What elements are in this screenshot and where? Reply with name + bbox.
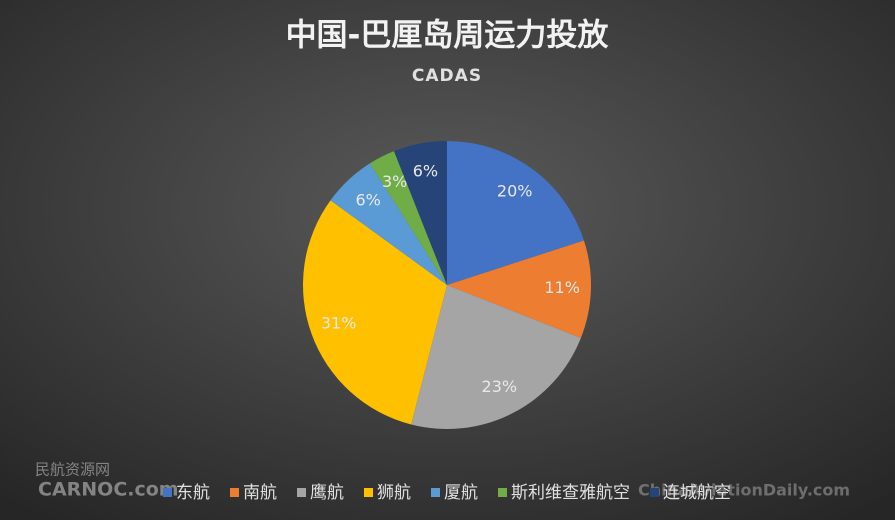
data-label: 11% xyxy=(544,278,580,297)
legend-swatch xyxy=(431,488,440,497)
watermark: 民航资源网 xyxy=(35,461,110,479)
legend-swatch xyxy=(297,488,306,497)
data-label: 20% xyxy=(497,181,533,200)
legend-swatch xyxy=(230,488,239,497)
chart-subtitle: CADAS xyxy=(412,66,482,86)
legend-swatch xyxy=(163,488,172,497)
legend-swatch xyxy=(650,488,659,497)
legend-label: 鹰航 xyxy=(310,483,344,503)
pie-slice xyxy=(411,285,581,430)
watermark: ChinaAviationDaily.com xyxy=(638,481,850,500)
data-label: 6% xyxy=(355,191,380,210)
legend-label: 厦航 xyxy=(444,483,478,503)
data-label: 3% xyxy=(382,172,407,191)
legend-label: 南航 xyxy=(243,483,277,503)
legend-swatch xyxy=(364,488,373,497)
pie-slice xyxy=(447,240,591,339)
pie-slice xyxy=(369,151,447,285)
legend-label: 东航 xyxy=(176,483,210,503)
pie-slice xyxy=(302,200,447,425)
pie-slice xyxy=(393,141,447,285)
pie-slice xyxy=(330,163,447,285)
watermark: CARNOC.com xyxy=(38,479,179,501)
data-label: 23% xyxy=(482,377,518,396)
legend-swatch xyxy=(498,488,507,497)
legend-label: 狮航 xyxy=(377,483,411,503)
pie-slice xyxy=(447,141,584,285)
legend-label: 斯利维查雅航空 xyxy=(511,483,630,503)
data-label: 6% xyxy=(413,161,438,180)
chart-title: 中国-巴厘岛周运力投放 xyxy=(286,18,610,54)
legend-label: 连城航空 xyxy=(663,483,731,503)
data-label: 31% xyxy=(321,314,357,333)
